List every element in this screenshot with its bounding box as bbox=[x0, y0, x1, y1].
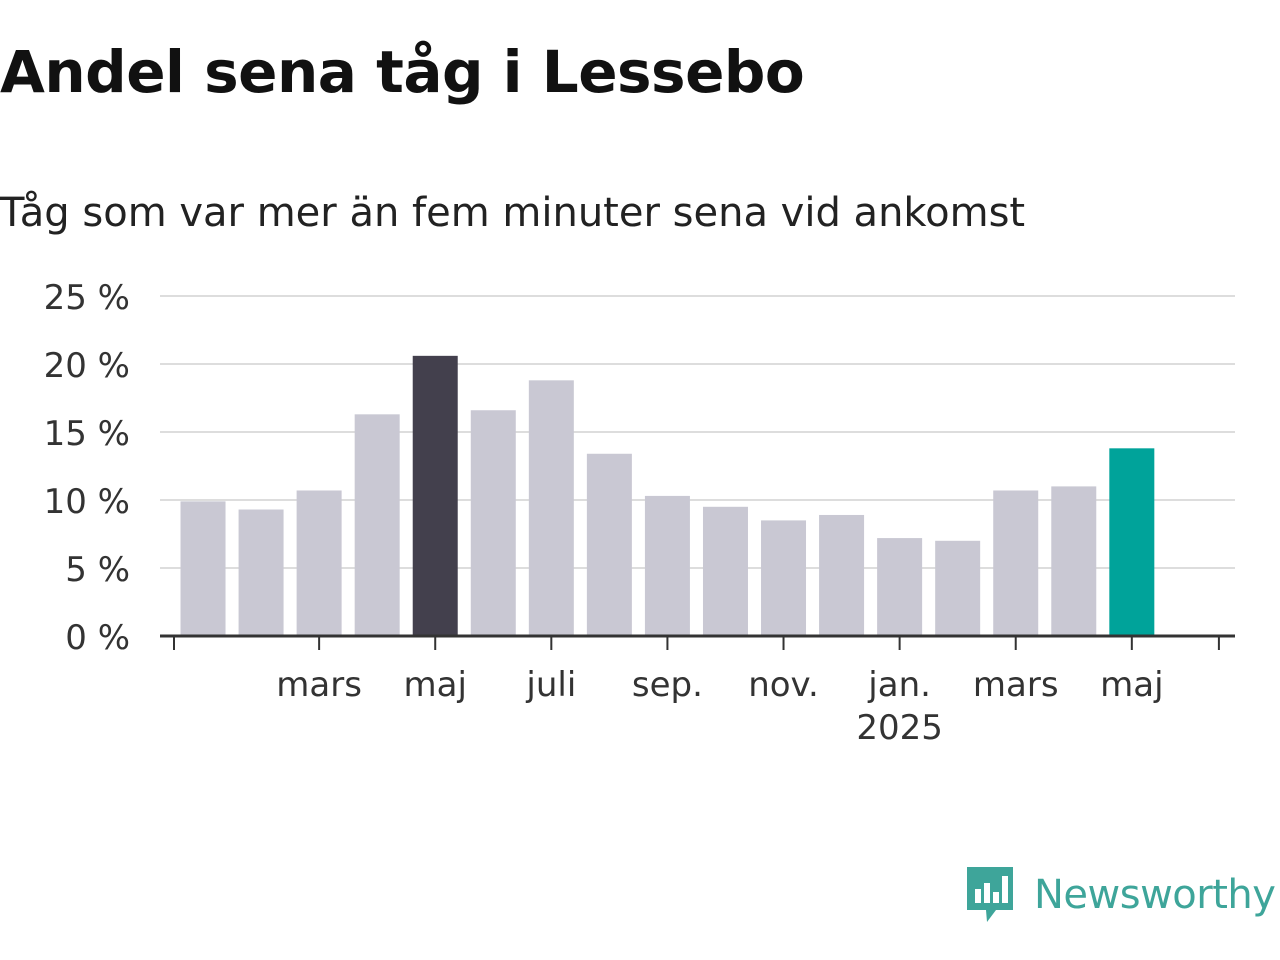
y-tick-label: 5 % bbox=[65, 550, 130, 590]
brand-name: Newsworthy bbox=[1034, 872, 1276, 918]
bar bbox=[412, 355, 458, 636]
x-tick-label: sep. bbox=[632, 665, 703, 705]
bar bbox=[470, 410, 516, 636]
x-tick-label: mars bbox=[973, 665, 1059, 705]
bar bbox=[296, 490, 342, 636]
y-tick-label: 10 % bbox=[44, 482, 130, 522]
brand-logo: Newsworthy bbox=[964, 864, 1276, 926]
bar bbox=[1109, 448, 1155, 636]
chart-subtitle: Tåg som var mer än fem minuter sena vid … bbox=[0, 190, 1026, 236]
bar bbox=[586, 453, 632, 636]
x-tick-label: nov. bbox=[748, 665, 819, 705]
bar bbox=[644, 495, 690, 636]
bar bbox=[761, 520, 807, 636]
bar bbox=[702, 506, 748, 636]
x-tick-label: jan. bbox=[867, 665, 931, 705]
bar bbox=[180, 501, 226, 636]
x-tick-label: juli bbox=[525, 665, 576, 705]
bar-chart: 0 % 5 % 10 % 15 % 20 % 25 % mars maj juli sep. nov… bbox=[44, 278, 1235, 748]
x-tick-label: maj bbox=[404, 665, 467, 705]
bar bbox=[238, 509, 284, 636]
chart-title: Andel sena tåg i Lessebo bbox=[0, 38, 805, 106]
bar bbox=[1051, 486, 1097, 636]
x-tick-label: maj bbox=[1100, 665, 1163, 705]
bar bbox=[877, 538, 923, 636]
bar bbox=[935, 540, 981, 636]
newsworthy-logo-icon bbox=[967, 867, 1013, 922]
x-tick-sublabel: 2025 bbox=[856, 708, 943, 748]
bar bbox=[354, 414, 400, 636]
bar bbox=[993, 490, 1039, 636]
bar bbox=[819, 514, 865, 636]
x-tick-label: mars bbox=[276, 665, 362, 705]
y-tick-label: 25 % bbox=[44, 278, 130, 318]
bar bbox=[528, 380, 574, 636]
y-tick-label: 0 % bbox=[65, 618, 130, 658]
y-tick-label: 20 % bbox=[44, 346, 130, 386]
y-tick-label: 15 % bbox=[44, 414, 130, 454]
